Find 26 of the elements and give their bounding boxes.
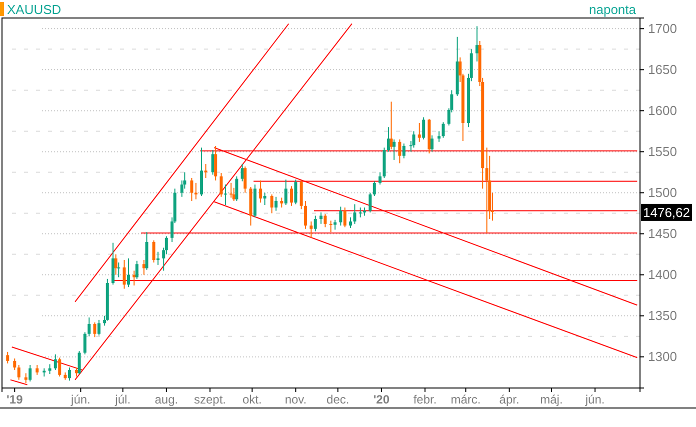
x-tick-label: jún. [70,392,90,407]
y-tick-label: 1700 [648,20,677,36]
text: 1476,62 [643,204,690,220]
x-tick-label: febr. [413,392,437,407]
x-tick-label: máj. [540,392,563,407]
y-tick-label: 1650 [648,62,677,77]
x-tick-label: aug. [154,392,178,407]
x-tick-label: okt. [242,392,262,407]
x-tick-label: '19 [6,392,24,407]
x-tick-label: dec. [326,392,350,407]
y-tick-label: 1500 [648,184,677,200]
x-tick-label: jún. [584,392,605,407]
x-tick-label: ápr. [499,392,520,407]
chart-title: XAUUSD [7,2,62,17]
x-tick-label: júl. [114,392,131,407]
y-tick-label: 1450 [648,226,677,241]
y-tick-label: 1400 [648,266,677,282]
y-tick-label: 1350 [648,308,677,323]
y-tick-label: 1600 [648,102,677,118]
x-tick-label: szept. [194,392,226,407]
chart-subtitle: naponta [589,2,637,17]
x-tick-label: '20 [373,392,390,407]
x-tick-label: nov. [284,392,307,407]
y-tick-label: 1300 [648,348,677,364]
y-tick-label: 1550 [648,144,677,159]
x-tick-label: márc. [450,392,481,407]
